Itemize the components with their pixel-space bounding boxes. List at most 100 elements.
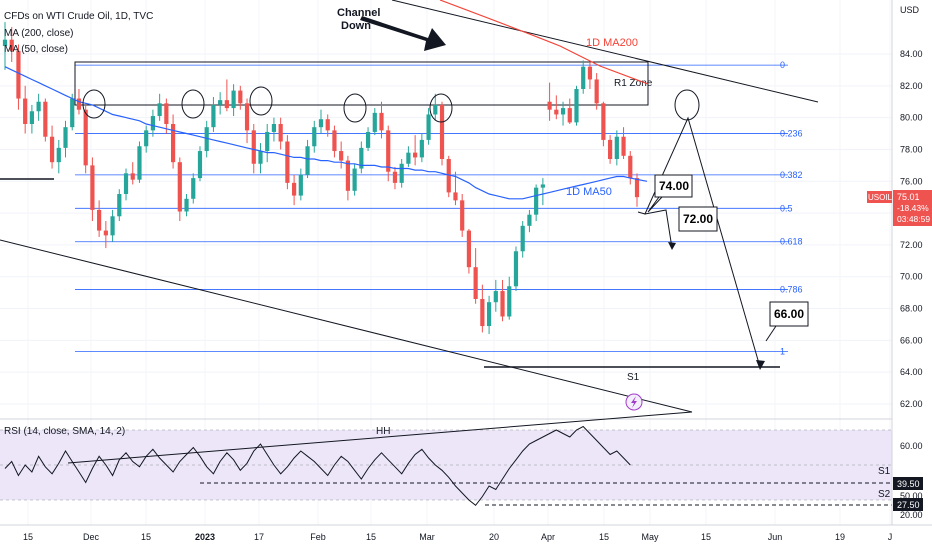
- candle-body: [170, 124, 176, 163]
- candle-body: [574, 89, 579, 123]
- candle-body: [184, 198, 189, 212]
- ma200-label: 1D MA200: [586, 37, 638, 49]
- alert-icon[interactable]: [625, 393, 643, 411]
- time-tick-label: 20: [489, 532, 499, 542]
- candle-body: [493, 291, 498, 303]
- time-tick-label: 19: [835, 532, 845, 542]
- candle-body: [123, 173, 129, 194]
- candle-body: [305, 146, 310, 175]
- candle-body: [298, 174, 303, 196]
- candles: [2, 22, 640, 334]
- price-tick-label: 82.00: [900, 81, 923, 91]
- candle-body: [244, 103, 250, 131]
- rsi-badge-1: 39.50: [897, 479, 920, 489]
- fib-label: 0.236: [780, 129, 803, 139]
- candle-body: [90, 165, 95, 210]
- fib-label: 1: [780, 347, 785, 357]
- candle-body: [211, 104, 216, 128]
- channel-upper-line[interactable]: [391, 0, 819, 103]
- projection-path-short[interactable]: [644, 209, 673, 249]
- circle-1: [82, 89, 106, 119]
- candle-body: [601, 103, 606, 140]
- candle-body: [372, 112, 377, 132]
- candle-body: [164, 103, 169, 124]
- time-tick-label: 15: [701, 532, 711, 542]
- callout-66-text: 66.00: [774, 307, 804, 321]
- candle-body: [312, 127, 317, 147]
- time-tick-label: 15: [366, 532, 376, 542]
- candle-body: [258, 151, 263, 164]
- candle-body: [117, 194, 122, 217]
- callout-72[interactable]: 72.00: [678, 206, 718, 232]
- resistance-circles: [82, 86, 700, 123]
- candle-body: [251, 130, 256, 164]
- candle-body: [608, 139, 613, 159]
- current-price: 75.01: [897, 192, 920, 202]
- candle-body: [56, 147, 61, 163]
- ma200-line[interactable]: [439, 0, 649, 85]
- candle-body: [83, 109, 88, 166]
- candle-body: [130, 173, 135, 180]
- time-tick-label: Feb: [310, 532, 326, 542]
- candle-body: [43, 101, 48, 137]
- time-tick-label: 15: [23, 532, 33, 542]
- candle-body: [332, 130, 337, 152]
- candle-body: [473, 267, 478, 299]
- candle-body: [554, 109, 559, 115]
- candle-body: [76, 98, 82, 110]
- projection-path[interactable]: [637, 116, 761, 368]
- rsi-tick-label: 60.00: [900, 441, 923, 451]
- candle-body: [278, 124, 283, 142]
- candle-body: [63, 127, 68, 148]
- candle-body: [527, 214, 532, 226]
- circle-5: [429, 93, 453, 123]
- candle-body: [16, 50, 21, 99]
- rsi-s2-label: S2: [878, 489, 891, 500]
- candle-body: [534, 187, 539, 215]
- price-tick-label: 78.00: [900, 144, 923, 154]
- ma50-legend: MA (50, close): [4, 44, 68, 55]
- rsi-line[interactable]: [4, 425, 631, 507]
- hh-trendline: [67, 411, 693, 464]
- rsi-legend: RSI (14, close, SMA, 14, 2): [4, 426, 125, 437]
- candle-body: [560, 108, 566, 115]
- candle-body: [150, 116, 156, 131]
- time-tick-label: 17: [254, 532, 264, 542]
- candle-body: [433, 104, 438, 115]
- candle-body: [110, 216, 115, 236]
- time-axis[interactable]: 15 Dec 15 2023 17 Feb 15 Mar 20 Apr 15 May 15 Jun 19 J: [0, 524, 932, 542]
- channel-arrow: [360, 16, 446, 51]
- ma50-line[interactable]: [4, 66, 648, 200]
- candle-body: [271, 124, 277, 132]
- candle-body: [325, 119, 330, 131]
- candle-body: [386, 130, 391, 172]
- rsi-badges: 39.50 27.50: [893, 477, 923, 511]
- candle-body: [23, 98, 28, 124]
- candle-body: [224, 100, 229, 109]
- callout-66[interactable]: 66.00: [765, 301, 809, 342]
- fib-levels: 0 0.236 0.382 0.5 0.618 0.786 1: [75, 60, 803, 357]
- channel-lower-line[interactable]: [0, 239, 693, 413]
- candle-body: [365, 131, 371, 148]
- callout-74[interactable]: 74.00: [647, 174, 693, 213]
- candle-body: [2, 39, 8, 47]
- candle-body: [103, 230, 108, 236]
- time-tick-label: Jun: [768, 532, 783, 542]
- candle-body: [540, 184, 545, 188]
- circle-3: [249, 86, 273, 116]
- candle-body: [70, 98, 75, 128]
- price-tick-label: 80.00: [900, 113, 923, 123]
- candle-body: [197, 151, 203, 179]
- candle-body: [500, 291, 505, 317]
- hh-label: HH: [376, 426, 390, 437]
- time-tick-label: J: [888, 532, 893, 542]
- candle-body: [137, 146, 142, 180]
- price-axis[interactable]: USD 84.0082.0080.0078.0076.0074.0072.007…: [891, 0, 923, 525]
- r1-zone-rectangle[interactable]: [74, 61, 649, 106]
- candle-body: [547, 101, 552, 110]
- candle-body: [318, 119, 324, 128]
- price-tick-label: 76.00: [900, 176, 923, 186]
- time-tick-label: 15: [599, 532, 609, 542]
- candle-body: [587, 66, 593, 80]
